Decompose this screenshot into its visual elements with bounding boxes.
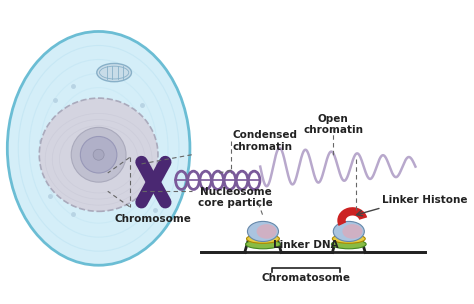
Ellipse shape [342, 224, 363, 239]
Text: Nucleosome
core particle: Nucleosome core particle [198, 187, 273, 208]
Ellipse shape [7, 32, 190, 265]
Ellipse shape [97, 64, 131, 82]
Ellipse shape [246, 240, 280, 249]
Ellipse shape [333, 221, 365, 241]
Text: Linker Histone: Linker Histone [382, 195, 467, 206]
Text: Condensed
chromatin: Condensed chromatin [233, 130, 298, 152]
Ellipse shape [256, 224, 277, 239]
Text: Chromosome: Chromosome [115, 214, 192, 224]
Ellipse shape [247, 221, 279, 241]
Text: Open
chromatin: Open chromatin [303, 114, 363, 135]
Ellipse shape [332, 234, 365, 243]
Text: Chromatosome: Chromatosome [261, 273, 350, 283]
Ellipse shape [39, 98, 158, 211]
Ellipse shape [331, 240, 366, 249]
Ellipse shape [71, 127, 126, 182]
Text: Linker DNA: Linker DNA [273, 240, 339, 250]
Ellipse shape [93, 149, 104, 160]
Ellipse shape [81, 136, 117, 173]
Ellipse shape [246, 234, 279, 243]
